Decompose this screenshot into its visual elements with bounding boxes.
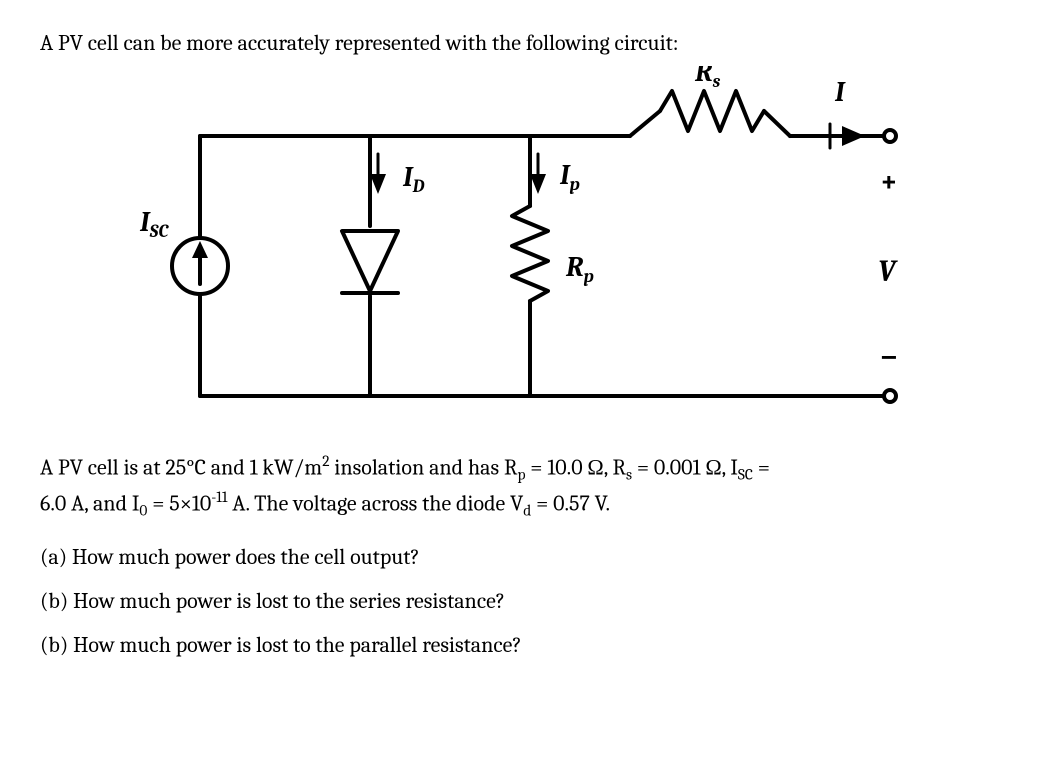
label-minus: − xyxy=(880,339,898,374)
label-isc: ISC xyxy=(139,206,169,242)
label-plus: + xyxy=(880,164,898,199)
intro-text: A PV cell can be more accurately represe… xyxy=(40,30,999,56)
question-a: (a) How much power does the cell output? xyxy=(40,544,999,570)
circuit-diagram: ISC ID Ip Rp Rs I + V − xyxy=(130,66,910,430)
given-parameters: A PV cell is at 25°C and 1 kW/m2 insolat… xyxy=(40,450,999,522)
label-rp: Rp xyxy=(565,251,594,287)
label-i: I xyxy=(834,76,846,108)
label-id: ID xyxy=(402,161,425,197)
question-c: (b) How much power is lost to the parall… xyxy=(40,632,999,658)
question-b: (b) How much power is lost to the series… xyxy=(40,588,999,614)
label-v: V xyxy=(878,254,898,289)
label-rs: Rs xyxy=(694,66,721,92)
label-ip: Ip xyxy=(559,159,580,195)
